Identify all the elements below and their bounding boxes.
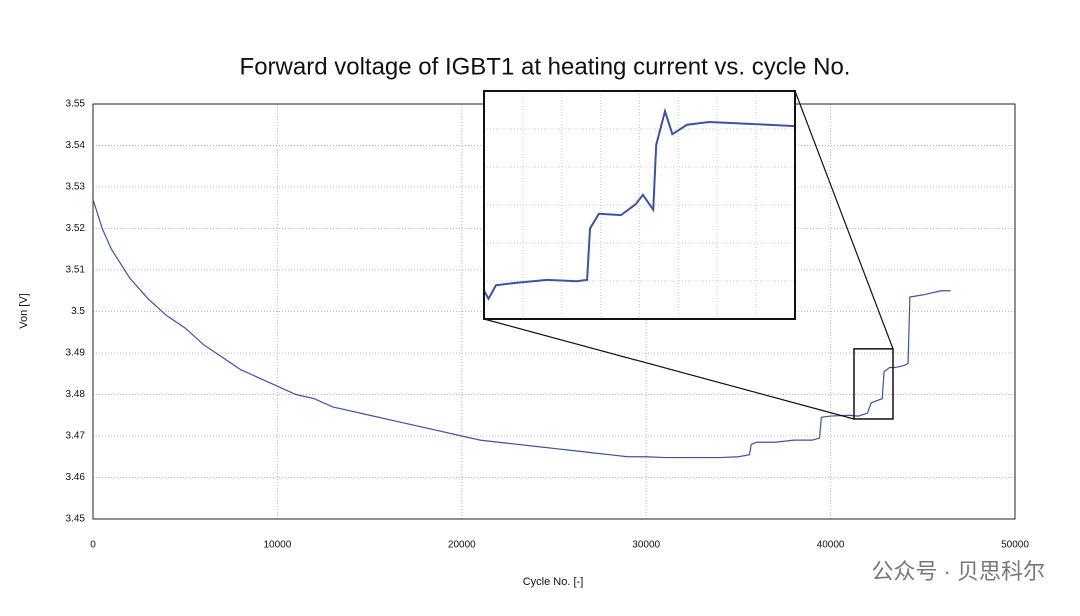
- data-line: [92, 199, 951, 459]
- y-tick-label: 3.47: [66, 431, 86, 442]
- y-tick-label: 3.46: [66, 472, 86, 483]
- x-axis-label: Cycle No. [-]: [523, 576, 584, 588]
- y-tick-label: 3.5: [71, 306, 85, 317]
- data-line: [483, 107, 796, 301]
- y-tick-label: 3.48: [66, 389, 86, 400]
- y-tick-label: 3.53: [66, 182, 86, 193]
- x-tick-label: 40000: [817, 540, 845, 551]
- zoom-box: [853, 348, 894, 420]
- chart-title: Forward voltage of IGBT1 at heating curr…: [240, 53, 851, 80]
- y-tick-label: 3.45: [66, 514, 86, 525]
- watermark: 公众号 · 贝思科尔: [871, 559, 1045, 584]
- y-tick-label: 3.51: [66, 265, 86, 276]
- y-tick-label: 3.52: [66, 223, 86, 234]
- x-tick-label: 10000: [263, 540, 291, 551]
- x-tick-label: 50000: [1001, 540, 1029, 551]
- y-axis-label: Von [V]: [18, 293, 30, 328]
- y-tick-label: 3.54: [66, 140, 86, 151]
- connector: [794, 90, 894, 350]
- x-tick-label: 0: [90, 540, 96, 551]
- y-tick-label: 3.49: [66, 348, 86, 359]
- y-tick-label: 3.55: [66, 99, 86, 110]
- x-tick-label: 30000: [632, 540, 660, 551]
- x-tick-label: 20000: [448, 540, 476, 551]
- inset-frame: [483, 90, 796, 320]
- connector: [483, 318, 855, 420]
